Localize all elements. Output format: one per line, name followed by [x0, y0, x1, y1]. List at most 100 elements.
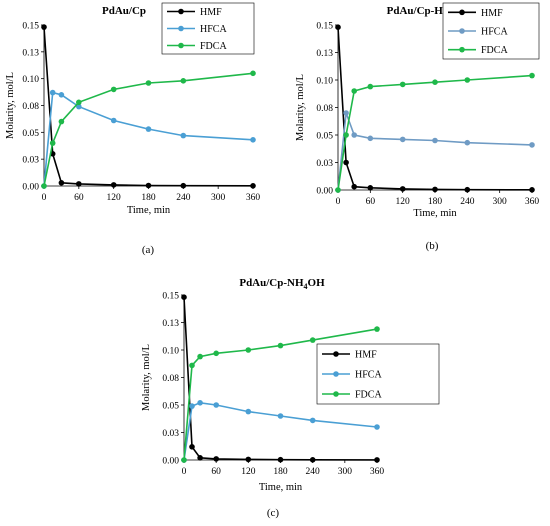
x-tick-label: 300	[211, 193, 226, 203]
data-point-hfca	[110, 117, 117, 124]
panel-label: (c)	[267, 507, 280, 519]
data-point-hfca	[145, 126, 152, 132]
chart-title-main: PdAu/Cp	[102, 5, 146, 17]
data-point-fdca	[213, 350, 219, 357]
y-axis-title: Molarity, mol/L	[141, 344, 152, 411]
data-point-hmf	[277, 456, 284, 463]
data-point-hmf	[145, 182, 152, 189]
data-point-hmf	[41, 24, 47, 30]
y-tick-label: 0.10	[316, 77, 333, 87]
chart-title: PdAu/Cp-NH4OH	[239, 277, 325, 291]
y-tick-label: 0.13	[162, 319, 179, 329]
data-point-hfca	[367, 135, 374, 142]
data-point-hmf	[464, 186, 471, 193]
data-point-hmf	[343, 159, 349, 166]
data-point-hmf	[110, 182, 117, 188]
chart-panel-1: 0.00 0.03 0.05 0.08 0.10 0.13 0.15 0 60 120 180 240…	[5, 2, 261, 256]
data-point-fdca	[181, 457, 187, 463]
panel-label: (b)	[426, 240, 439, 252]
data-point-fdca	[245, 347, 252, 353]
data-point-fdca	[432, 79, 438, 85]
data-point-fdca	[529, 72, 535, 79]
y-axis-title: Molarity, mol/L	[5, 72, 16, 139]
legend-swatch-marker	[459, 46, 465, 53]
x-tick-label: 120	[396, 197, 411, 207]
series-line-hfca	[183, 401, 378, 461]
y-tick-label: 0.05	[22, 129, 39, 139]
data-point-hmf	[309, 457, 316, 463]
data-point-hfca	[76, 103, 82, 110]
data-point-hfca	[529, 142, 535, 148]
y-tick-label: 0.15	[22, 22, 39, 32]
data-point-hmf	[181, 294, 187, 301]
data-point-hfca	[189, 403, 195, 409]
chart-title-main: PdAu/Cp-NH	[239, 277, 304, 289]
data-point-hmf	[367, 185, 374, 191]
legend-swatch-marker	[178, 8, 184, 15]
y-tick-label: 0.10	[22, 75, 39, 85]
data-point-hfca	[399, 136, 406, 143]
chart-panel-2: 0.00 0.03 0.05 0.08 0.10 0.13 0.15 0 60 120 180 240…	[295, 2, 539, 252]
x-tick-label: 300	[493, 197, 508, 207]
y-tick-label: 0.08	[22, 102, 39, 112]
x-tick-label: 360	[246, 193, 261, 203]
legend-swatch-marker	[333, 351, 339, 357]
y-tick-label: 0.08	[162, 374, 179, 384]
data-point-hmf	[335, 24, 341, 31]
data-point-hfca	[180, 132, 187, 139]
x-tick-label: 60	[366, 197, 376, 207]
x-tick-label: 240	[306, 467, 321, 477]
y-tick-label: 0.13	[22, 48, 39, 58]
y-tick-label: 0.00	[22, 183, 39, 193]
data-point-hmf	[432, 186, 438, 193]
data-point-fdca	[464, 77, 471, 83]
x-tick-label: 0	[336, 197, 341, 207]
data-point-fdca	[351, 88, 358, 94]
x-tick-label: 60	[211, 467, 221, 477]
data-point-hfca	[197, 400, 203, 406]
data-point-fdca	[309, 337, 316, 343]
data-point-hfca	[213, 402, 219, 408]
series-line-fdca	[43, 72, 254, 187]
series-line-hfca	[337, 112, 533, 191]
legend-swatch-marker	[333, 371, 339, 377]
data-point-fdca	[374, 326, 380, 332]
y-tick-label: 0.03	[162, 429, 179, 439]
x-tick-label: 240	[176, 193, 191, 203]
chart-title-subscript: 4	[304, 282, 308, 291]
x-tick-label: 180	[428, 197, 443, 207]
data-point-hmf	[245, 456, 252, 463]
data-point-hfca	[58, 92, 65, 98]
data-point-hmf	[213, 456, 219, 462]
legend-swatch-marker	[178, 42, 184, 49]
data-point-hmf	[250, 183, 256, 189]
y-tick-label: 0.08	[316, 104, 333, 114]
y-tick-label: 0.05	[316, 132, 333, 142]
data-point-hmf	[58, 180, 65, 186]
x-axis-title: Time, min	[259, 482, 303, 493]
series-line-hmf	[337, 27, 533, 191]
legend-label: HFCA	[481, 27, 508, 38]
data-point-fdca	[189, 362, 195, 369]
chart-title: PdAu/Cp	[102, 5, 146, 17]
data-point-hmf	[399, 186, 406, 192]
legend-swatch-marker	[333, 391, 339, 397]
chart-title-tail: OH	[308, 277, 326, 289]
x-axis-title: Time, min	[127, 205, 171, 216]
legend-label: HMF	[481, 8, 503, 19]
x-tick-label: 60	[74, 193, 84, 203]
y-tick-label: 0.03	[22, 156, 39, 166]
data-point-hfca	[277, 413, 284, 419]
legend-swatch-marker	[178, 25, 184, 32]
data-point-fdca	[110, 86, 117, 93]
data-point-hfca	[432, 137, 438, 144]
data-point-hmf	[76, 181, 82, 187]
data-point-hfca	[250, 137, 256, 143]
data-point-hfca	[464, 139, 471, 146]
data-point-hfca	[245, 408, 252, 415]
data-point-hmf	[374, 457, 380, 463]
chart-panel-3: 0.00 0.03 0.05 0.08 0.10 0.13 0.15 0 60 120 180 240…	[141, 277, 440, 519]
data-point-fdca	[367, 83, 374, 90]
x-tick-label: 300	[338, 467, 353, 477]
